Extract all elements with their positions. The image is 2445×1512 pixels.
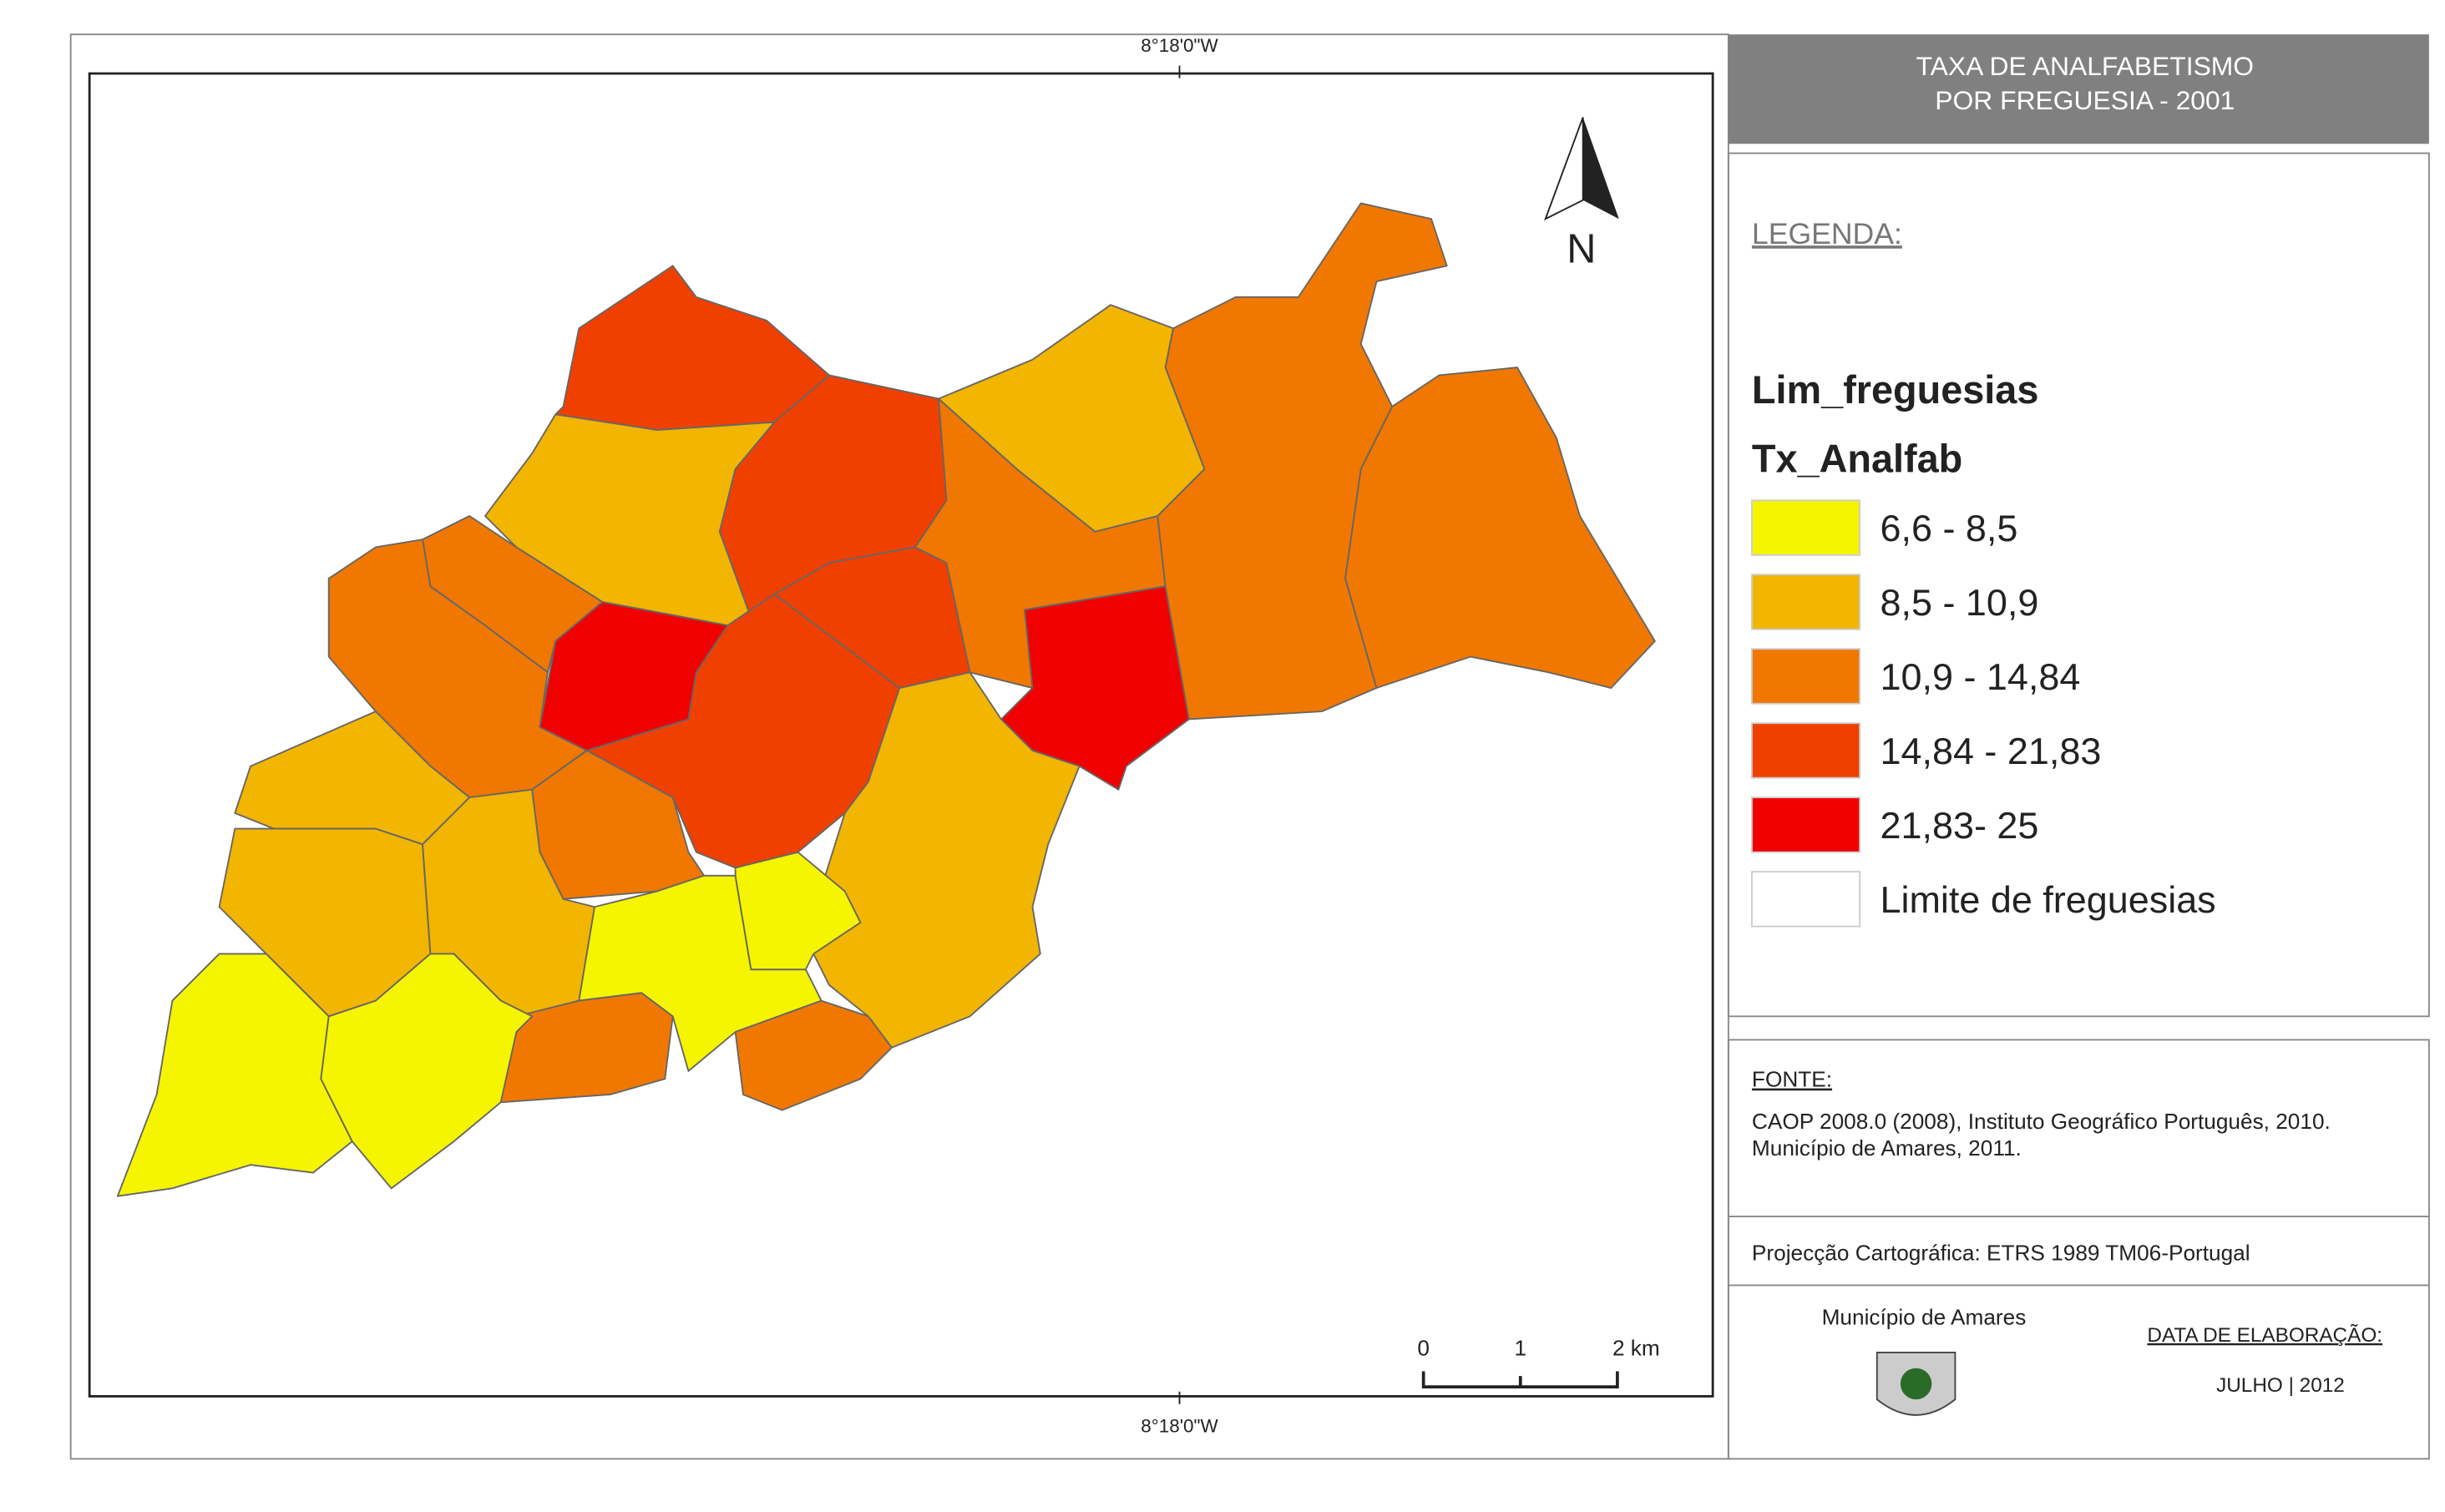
info-box: [1727, 1039, 2430, 1460]
scale-label: 2 km: [1612, 1336, 1660, 1361]
legend-label: 21,83- 25: [1881, 804, 2039, 847]
coord-label: 8°18'0"W: [1141, 1415, 1218, 1436]
title: POR FREGUESIA - 2001: [1935, 85, 2235, 115]
scale-label: 1: [1514, 1336, 1526, 1361]
date-heading: DATA DE ELABORAÇÃO:: [2147, 1324, 2382, 1347]
title-box: [1728, 34, 2429, 144]
source-line: CAOP 2008.0 (2008), Instituto Geográfico…: [1752, 1109, 2331, 1134]
scale-line: [1421, 1371, 1619, 1389]
scale-label: 0: [1417, 1336, 1430, 1361]
parish: [116, 953, 353, 1197]
legend-heading: LEGENDA:: [1752, 217, 1902, 250]
legend-swatch: [1751, 796, 1861, 853]
legend-swatch: [1751, 871, 1861, 928]
legend-swatch: [1751, 499, 1861, 556]
map-frame: [88, 72, 1714, 1398]
projection: Projecção Cartográfica: ETRS 1989 TM06-P…: [1752, 1240, 2250, 1265]
legend-swatch: [1751, 722, 1861, 779]
emblem-tree: [1900, 1368, 1932, 1400]
title: TAXA DE ANALFABETISMO: [1916, 51, 2254, 81]
legend-label: 8,5 - 10,9: [1881, 581, 2039, 624]
legend-label: 10,9 - 14,84: [1881, 655, 2081, 698]
parish: [734, 999, 893, 1111]
parish: [499, 992, 674, 1104]
legend-label: Limite de freguesias: [1881, 878, 2216, 921]
north-arrow-left: [1544, 117, 1584, 221]
municipality: Município de Amares: [1822, 1304, 2027, 1329]
legend-label: 6,6 - 8,5: [1881, 507, 2018, 549]
source-line: Município de Amares, 2011.: [1752, 1135, 2022, 1161]
legend-swatch: [1751, 648, 1861, 705]
legend-swatch: [1751, 574, 1861, 630]
legend-box: [1727, 152, 2430, 1018]
parishes: [116, 202, 1656, 1197]
north-arrow: N: [1544, 117, 1619, 272]
source-heading: FONTE:: [1752, 1067, 1832, 1092]
parish: [734, 851, 862, 971]
parish: [1344, 367, 1656, 689]
north-arrow-right: [1582, 117, 1619, 220]
parish: [320, 953, 534, 1190]
legend: 6,6 - 8,5 8,5 - 10,9 10,9 - 14,84 14,84 - 2…: [1751, 499, 2216, 928]
scale-bar: 0 1 2 km: [1417, 1336, 1660, 1389]
date: JULHO | 2012: [2216, 1374, 2345, 1397]
legend-field: Tx_Analfab: [1752, 437, 1962, 481]
legend-layer: Lim_freguesias: [1752, 368, 2038, 412]
emblem: [1876, 1352, 1957, 1416]
parish: [554, 265, 830, 431]
north-label: N: [1567, 227, 1596, 272]
legend-label: 14,84 - 21,83: [1881, 730, 2102, 772]
coord-label: 8°18'0"W: [1141, 35, 1218, 56]
